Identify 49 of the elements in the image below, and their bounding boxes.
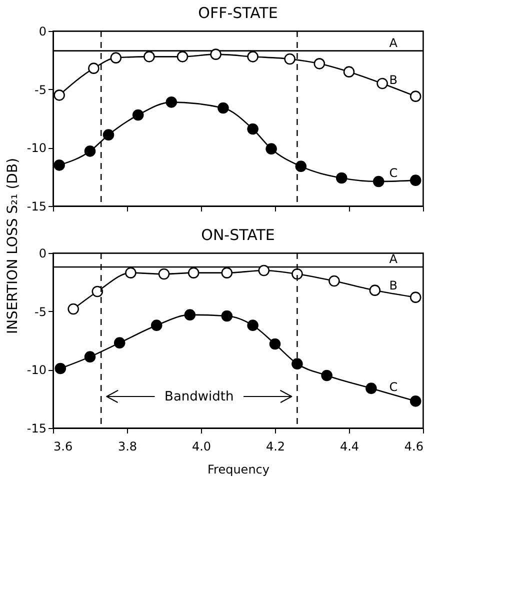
y-axis-title: INSERTION LOSS S₂₁ (DB) (5, 158, 21, 334)
point (144, 51, 155, 62)
point (266, 143, 277, 154)
x-tick-label: 4.6 (404, 440, 424, 454)
x-tick-label: 4.0 (192, 440, 212, 454)
point (84, 146, 96, 157)
x-tick-label: 4.4 (340, 440, 360, 454)
point (410, 174, 422, 186)
series-label: B (389, 278, 398, 293)
series-label: B (389, 72, 398, 87)
point (110, 52, 122, 64)
y-tick-label: 0 (38, 24, 46, 38)
x-axis-title: Frequency (208, 462, 270, 476)
point (88, 62, 100, 74)
y-tick-label: -15 (26, 422, 46, 436)
point (410, 90, 422, 102)
point (54, 160, 65, 171)
point (210, 48, 222, 60)
y-tick-label: -10 (26, 363, 46, 378)
series-label: C (389, 380, 398, 394)
y-tick-label: -15 (26, 200, 46, 214)
point (132, 109, 144, 121)
y-tick-label: -5 (34, 304, 46, 319)
point (247, 51, 258, 62)
point (176, 51, 188, 62)
point (54, 90, 65, 101)
y-tick-label: -10 (26, 141, 46, 156)
point (343, 66, 355, 78)
y-tick-label: 0 (38, 246, 46, 260)
point (166, 96, 178, 108)
chart-title: OFF-STATE (198, 4, 278, 22)
point (247, 123, 258, 135)
point (376, 78, 388, 90)
y-tick-label: -5 (34, 82, 46, 97)
x-tick-label: 4.2 (266, 440, 286, 454)
chart-title: ON-STATE (201, 226, 275, 244)
x-tick-label: 3.8 (118, 440, 138, 454)
point (336, 172, 348, 184)
point (314, 58, 326, 70)
series-label: A (389, 252, 398, 266)
point (372, 176, 384, 188)
point (218, 102, 229, 114)
series-label: C (389, 166, 398, 180)
point (102, 129, 114, 140)
series-label: A (389, 36, 398, 50)
point (284, 53, 296, 65)
point (295, 160, 307, 172)
x-tick-label: 3.6 (54, 440, 73, 454)
annotation: Bandwidth (164, 390, 234, 404)
